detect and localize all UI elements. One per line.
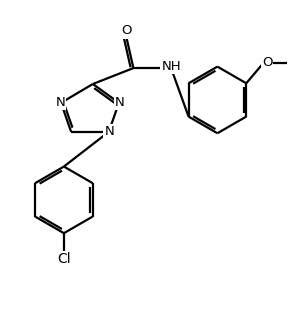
Text: Cl: Cl (57, 252, 71, 266)
Text: NH: NH (161, 60, 181, 73)
Text: O: O (262, 56, 273, 70)
Text: N: N (115, 96, 125, 109)
Text: N: N (55, 96, 65, 109)
Text: N: N (104, 125, 114, 138)
Text: O: O (121, 25, 131, 38)
